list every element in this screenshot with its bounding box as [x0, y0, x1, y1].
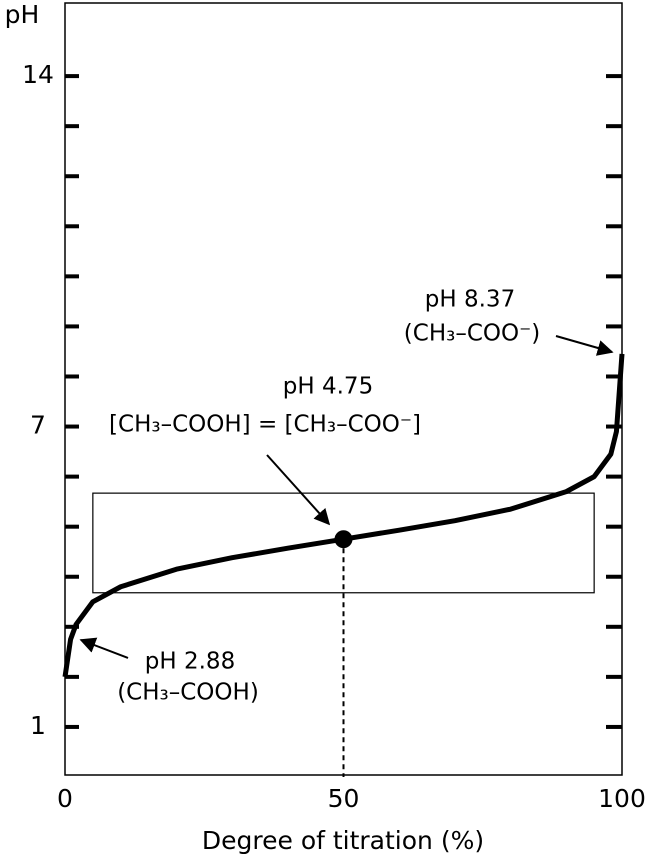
arrow [79, 637, 129, 659]
y-tick-label: 7 [30, 411, 46, 440]
arrow [555, 335, 614, 356]
annotation: (CH₃–COOH) [117, 680, 259, 706]
annotation: pH 2.88 [145, 649, 235, 675]
annotation: [CH₃–COOH] = [CH₃–COO⁻] [109, 412, 421, 438]
arrow [266, 454, 331, 526]
annotation: pH 8.37 [425, 287, 515, 313]
annotation: (CH₃–COO⁻) [404, 321, 540, 347]
midpoint-marker [334, 530, 353, 549]
buffer-region [92, 492, 595, 594]
x-tick-label: 0 [57, 784, 73, 813]
y-axis-label: pH [5, 0, 40, 29]
annotation: pH 4.75 [283, 374, 373, 400]
x-axis-label: Degree of titration (%) [202, 826, 484, 855]
y-tick-label: 1 [30, 711, 46, 740]
x-tick-label: 50 [328, 784, 360, 813]
y-tick-label: 14 [22, 60, 54, 89]
x-tick-label: 100 [598, 784, 646, 813]
titration-curve [62, 353, 625, 678]
